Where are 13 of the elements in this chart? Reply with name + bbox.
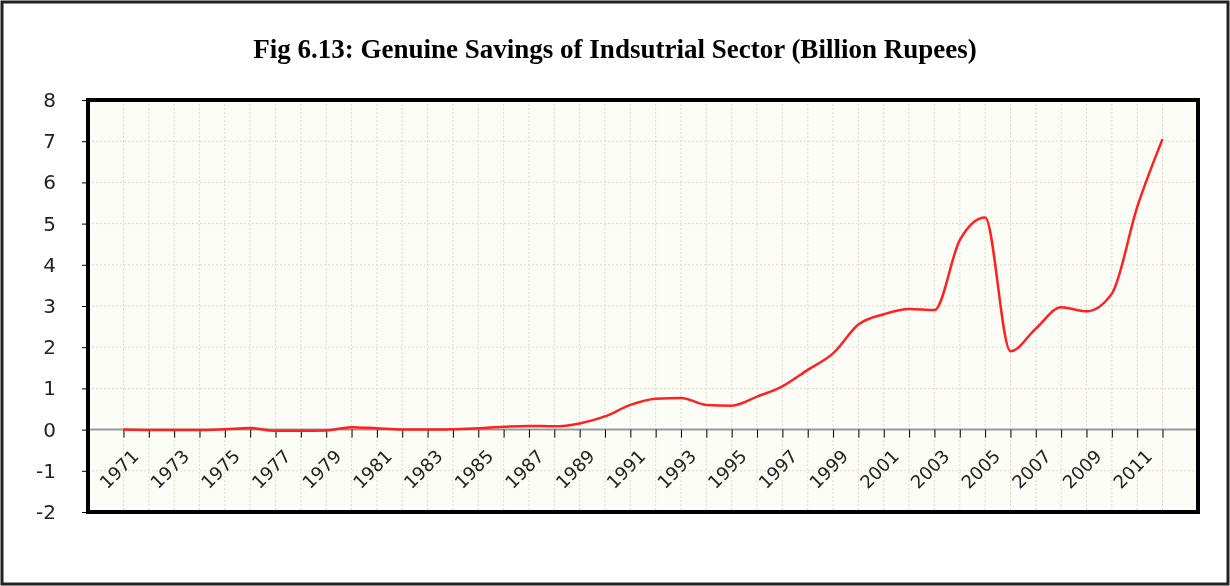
chart-title: Fig 6.13: Genuine Savings of Indsutrial Sector (Billion Rupees) <box>253 34 977 64</box>
y-tick-label: 1 <box>43 376 56 401</box>
y-tick-label: 4 <box>43 252 56 277</box>
y-tick-label: -2 <box>36 499 56 524</box>
y-tick-label: 7 <box>43 129 56 154</box>
y-tick-label: 8 <box>43 87 56 112</box>
line-series <box>122 137 1164 433</box>
y-tick-label: 0 <box>43 417 56 442</box>
y-tick-label: 5 <box>43 211 56 236</box>
y-tick-label: -1 <box>36 458 56 483</box>
y-tick-label: 2 <box>43 335 56 360</box>
y-tick-label: 3 <box>43 293 56 318</box>
y-tick-label: 6 <box>43 170 56 195</box>
